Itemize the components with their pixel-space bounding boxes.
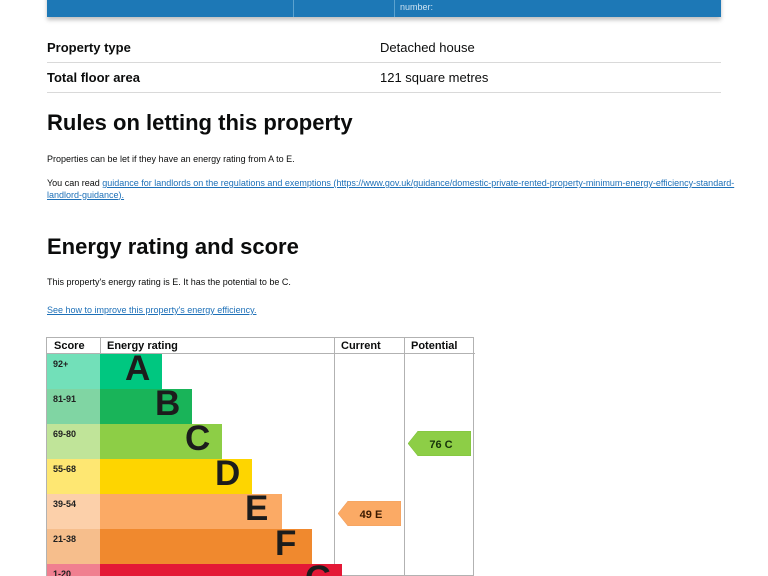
svg-text:49 E: 49 E xyxy=(360,509,383,521)
svg-text:76 C: 76 C xyxy=(429,439,452,451)
